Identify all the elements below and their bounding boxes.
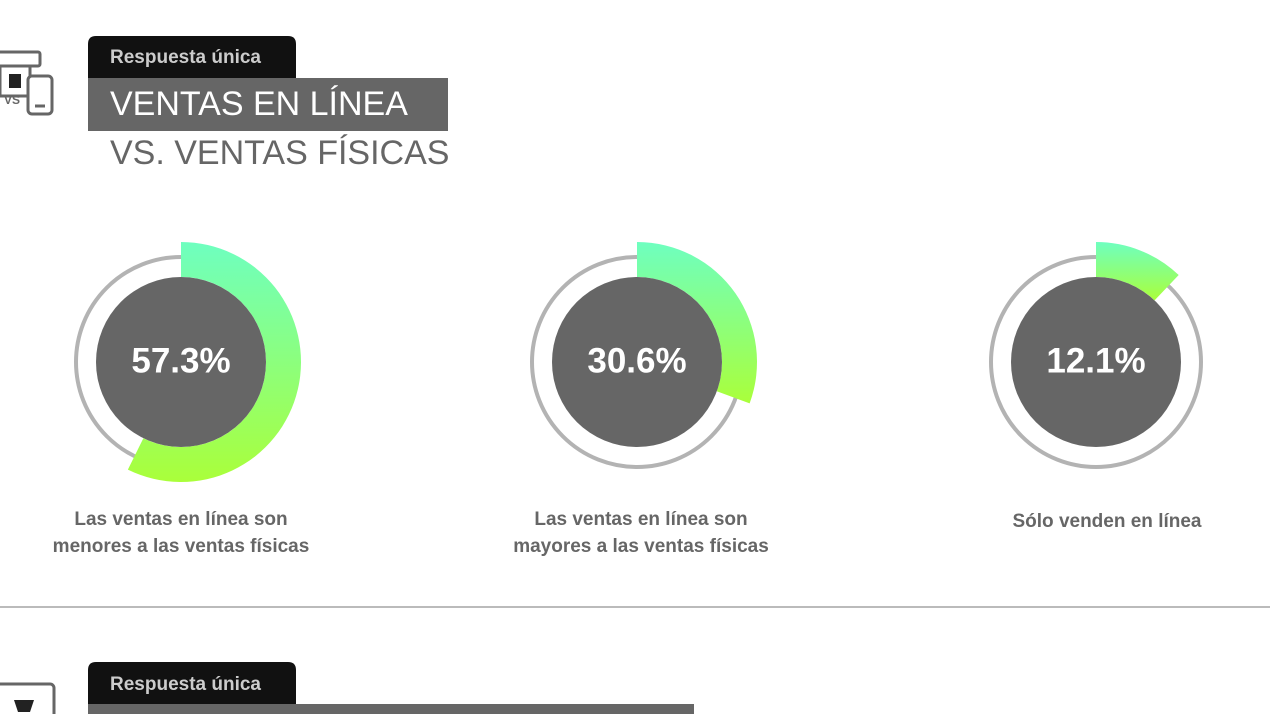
tag: Respuesta única xyxy=(110,47,261,68)
gauge-value: 12.1% xyxy=(1046,341,1145,380)
gauge-center xyxy=(1011,277,1181,447)
gauge-center xyxy=(96,277,266,447)
gauge-value: 57.3% xyxy=(131,341,230,380)
gauge-center xyxy=(552,277,722,447)
tag-box xyxy=(88,662,296,704)
gauge-label: Sólo venden en línea xyxy=(1013,511,1202,532)
subtitle: VS. VENTAS FÍSICAS xyxy=(110,134,449,172)
gauge-label: mayores a las ventas físicas xyxy=(513,536,769,557)
gauge-label: Las ventas en línea son xyxy=(74,509,287,530)
gauge-arc xyxy=(1096,242,1179,301)
tag-box xyxy=(88,36,296,78)
tag: Respuesta única xyxy=(110,674,261,695)
title: VENTAS EN LÍNEA xyxy=(110,85,408,123)
gauge-arc xyxy=(127,242,302,482)
store-vs-phone-icon: VS xyxy=(0,50,54,116)
svg-text:VS: VS xyxy=(4,93,20,107)
basket-icon xyxy=(0,682,56,719)
gauge-value: 30.6% xyxy=(587,341,686,380)
title-box xyxy=(88,704,694,716)
gauge-label: Las ventas en línea son xyxy=(534,509,747,530)
gauge-arc xyxy=(637,242,757,404)
title-box xyxy=(88,78,448,131)
gauge-label: menores a las ventas físicas xyxy=(53,536,310,557)
